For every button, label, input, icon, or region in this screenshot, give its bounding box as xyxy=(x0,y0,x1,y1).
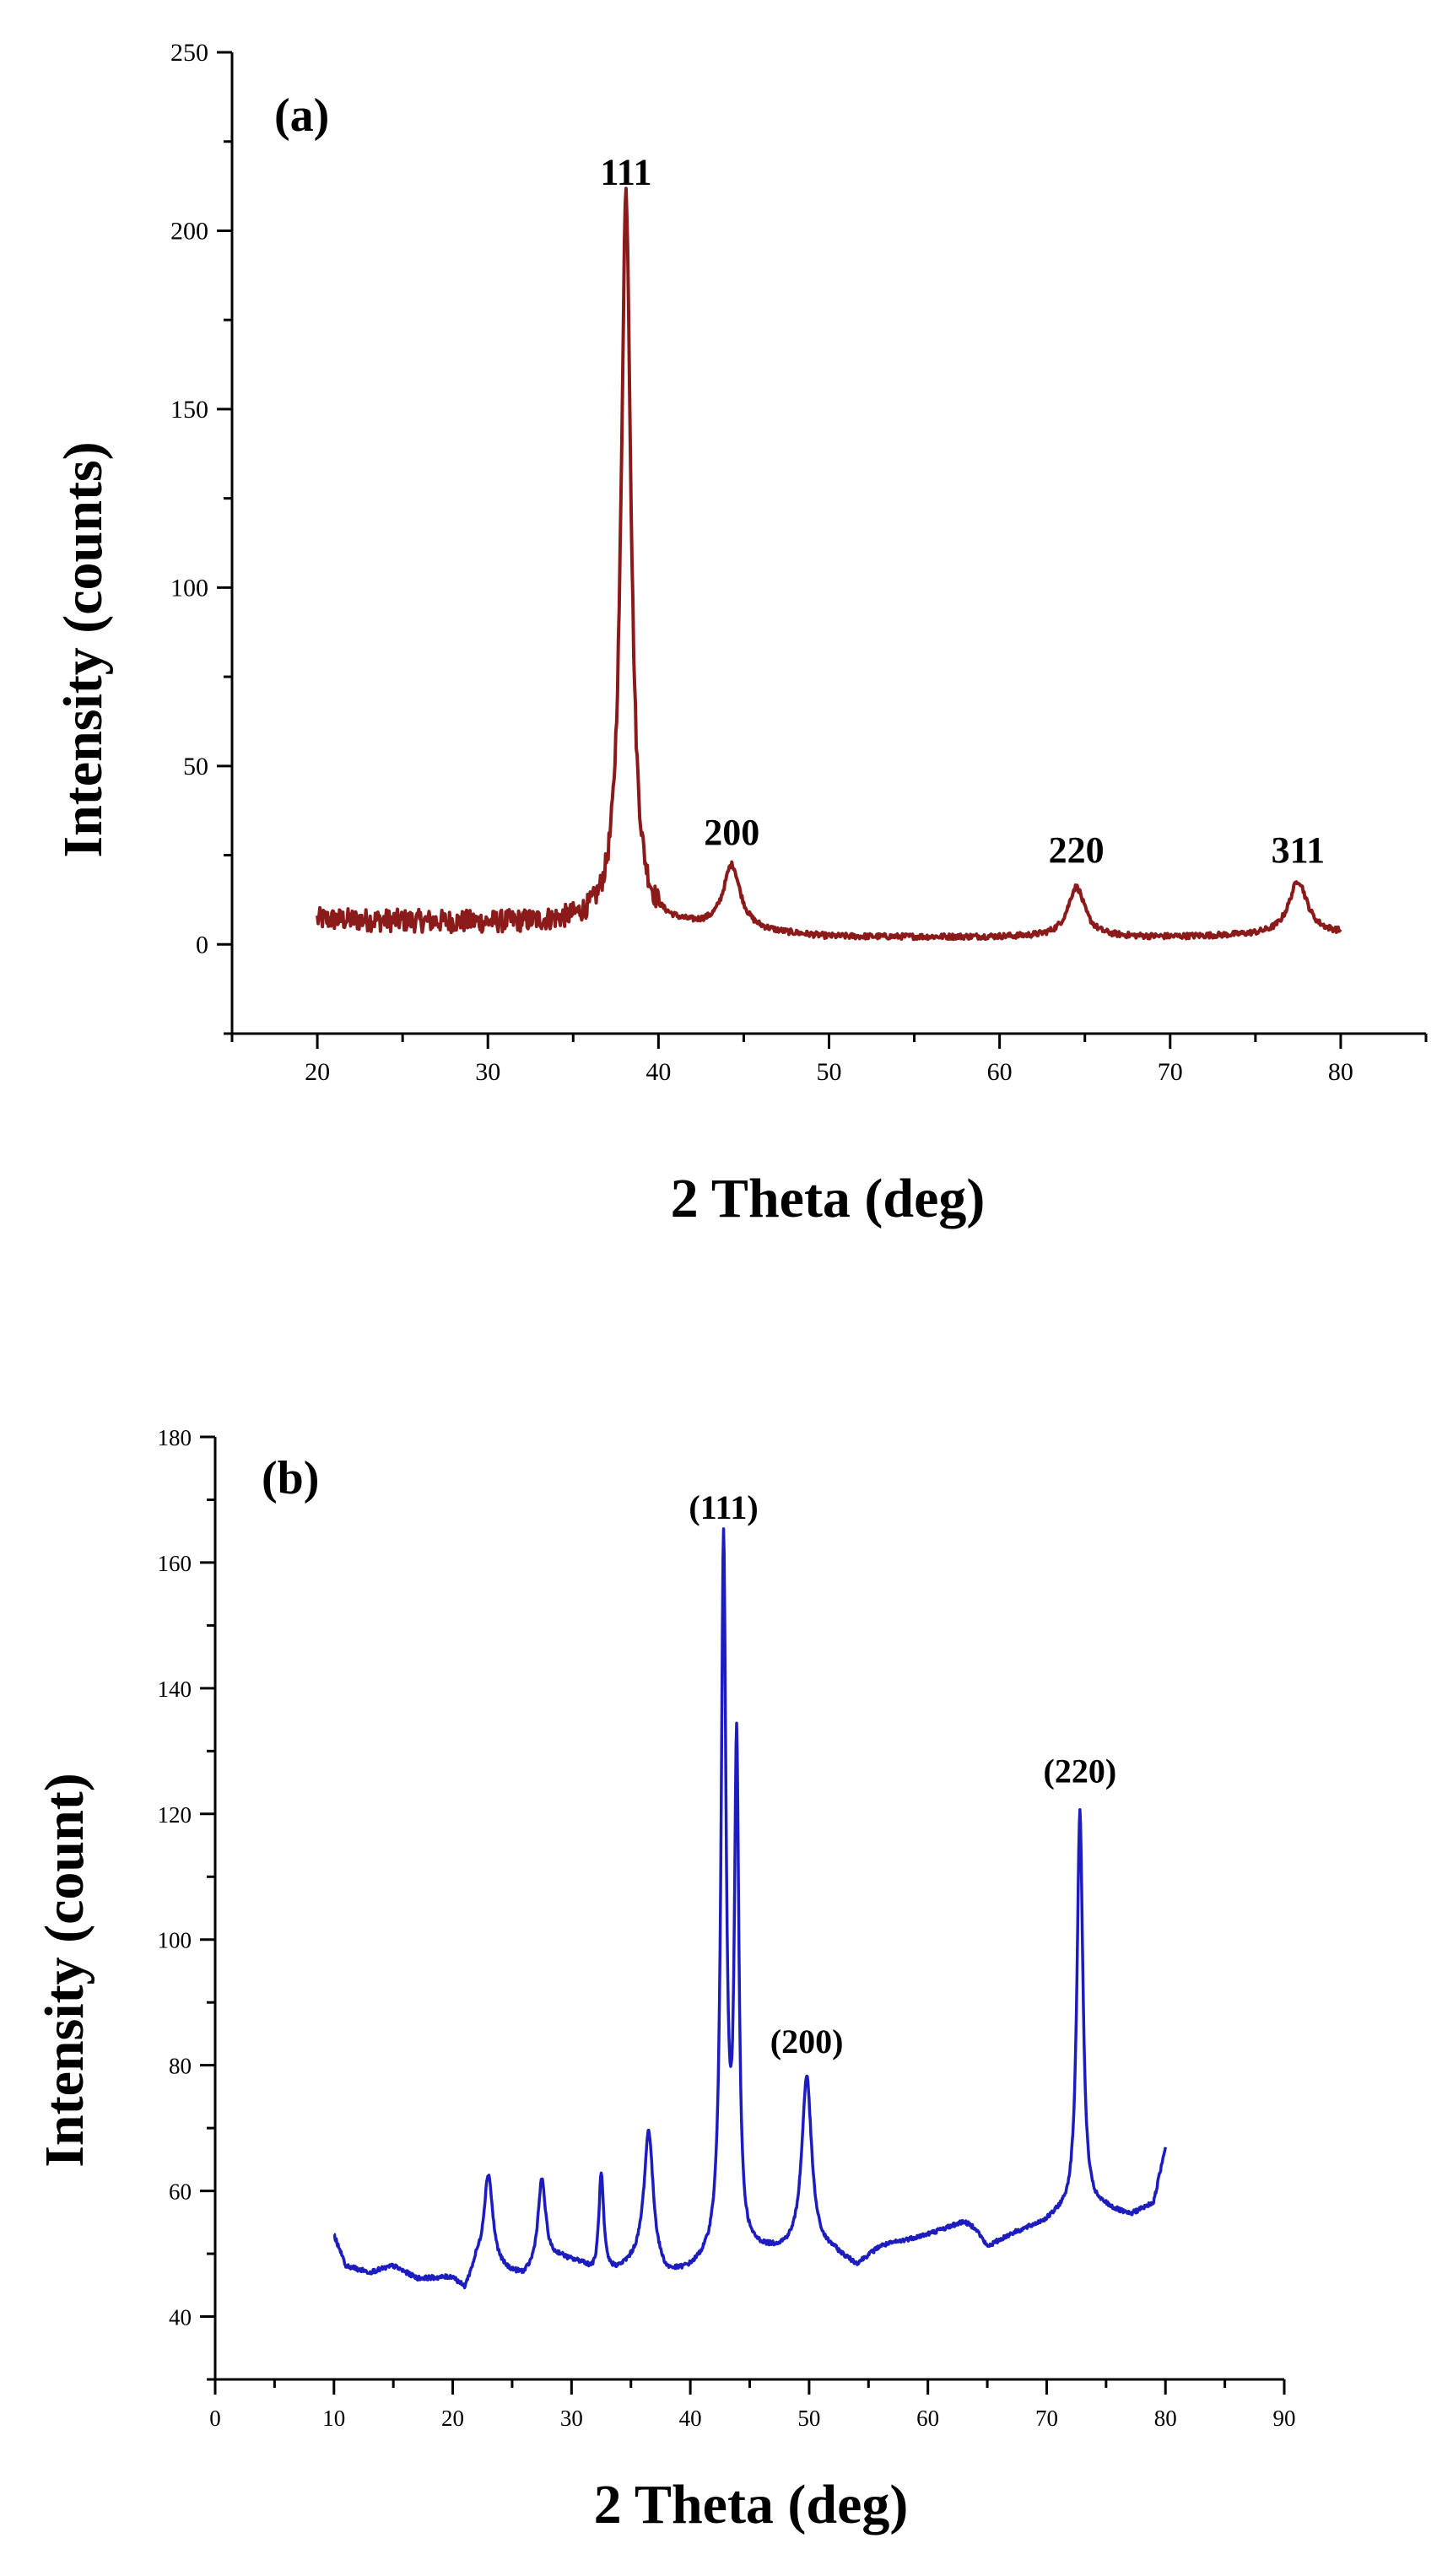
chart-panel-a: (a) Intensity (counts) 2 Theta (deg) 20 3… xyxy=(52,39,1428,1229)
y-tick-label: 200 xyxy=(170,217,208,245)
x-tick-label: 50 xyxy=(817,1058,842,1086)
x-axis-title-b: 2 Theta (deg) xyxy=(594,2474,909,2535)
peak-label: 220 xyxy=(1049,829,1105,871)
y-tick-label: 160 xyxy=(158,1551,192,1576)
x-tick-label: 10 xyxy=(322,2406,345,2431)
y-tick-label: 250 xyxy=(170,39,208,67)
panel-label-a: (a) xyxy=(274,89,329,142)
peak-label: (111) xyxy=(689,1488,758,1526)
series-line xyxy=(316,186,1342,942)
x-tick-label: 80 xyxy=(1154,2406,1177,2431)
panel-label-b: (b) xyxy=(262,1452,319,1504)
y-tick-label: 120 xyxy=(158,1802,192,1828)
x-tick-label: 0 xyxy=(209,2406,221,2431)
x-tick-label: 70 xyxy=(1158,1058,1183,1086)
y-tick-label: 60 xyxy=(169,2179,192,2205)
x-tick-label: 70 xyxy=(1035,2406,1058,2431)
x-tick-label: 20 xyxy=(441,2406,464,2431)
x-tick-label: 30 xyxy=(475,1058,500,1086)
y-tick-label: 80 xyxy=(169,2054,192,2079)
peak-label: 200 xyxy=(704,812,759,853)
x-tick-label: 50 xyxy=(797,2406,820,2431)
series-line xyxy=(332,1527,1167,2290)
x-axis-title-a: 2 Theta (deg) xyxy=(671,1168,986,1229)
y-axis-title-b: Intensity (count) xyxy=(34,1773,95,2168)
y-tick-label: 50 xyxy=(183,753,208,780)
x-tick-label: 60 xyxy=(916,2406,939,2431)
y-tick-label: 180 xyxy=(158,1425,192,1450)
x-tick-label: 80 xyxy=(1328,1058,1353,1086)
peak-label: 311 xyxy=(1272,829,1326,871)
y-tick-label: 100 xyxy=(158,1928,192,1953)
y-axis-title-a: Intensity (counts) xyxy=(52,441,114,857)
chart-panel-b: (b) Intensity (count) 2 Theta (deg) 0 10 2… xyxy=(34,1425,1296,2535)
peak-label: (200) xyxy=(770,2022,844,2060)
y-tick-label: 40 xyxy=(169,2305,192,2330)
x-tick-label: 30 xyxy=(560,2406,583,2431)
y-tick-label: 100 xyxy=(170,574,208,602)
peak-label: 111 xyxy=(600,151,651,192)
x-tick-label: 60 xyxy=(987,1058,1013,1086)
x-tick-label: 90 xyxy=(1273,2406,1296,2431)
y-tick-label: 150 xyxy=(170,396,208,424)
peak-label: (220) xyxy=(1044,1752,1117,1790)
y-tick-label: 0 xyxy=(196,931,208,959)
y-tick-label: 140 xyxy=(158,1677,192,1702)
x-tick-label: 40 xyxy=(679,2406,702,2431)
x-tick-label: 20 xyxy=(305,1058,330,1086)
x-tick-label: 40 xyxy=(645,1058,671,1086)
